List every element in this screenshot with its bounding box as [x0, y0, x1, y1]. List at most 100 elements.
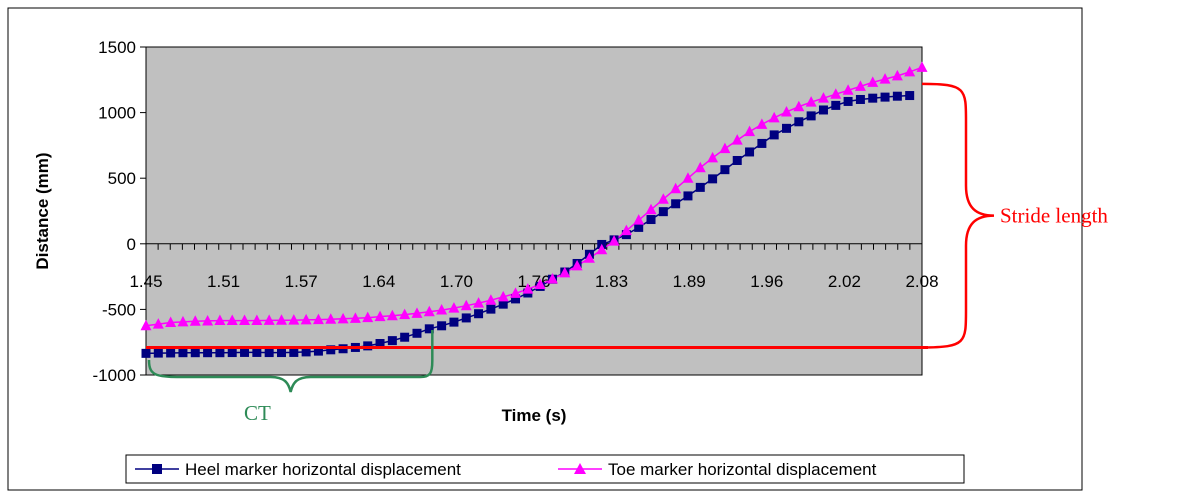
y-tick-label: -500: [102, 300, 136, 319]
heel-data-point: [424, 324, 434, 334]
series-markers: [140, 61, 928, 358]
legend-toe-marker: [574, 463, 586, 474]
toe-data-point: [916, 61, 928, 72]
toe-data-point: [583, 252, 595, 263]
heel-data-point: [178, 348, 188, 358]
toe-data-point: [325, 313, 337, 324]
heel-data-point: [437, 321, 447, 331]
toe-data-point: [189, 315, 201, 326]
heel-data-point: [658, 207, 668, 217]
toe-data-point: [608, 235, 620, 246]
toe-data-point: [830, 88, 842, 99]
y-tick-label: 1500: [98, 38, 136, 57]
x-tick-label: 1.89: [673, 272, 706, 291]
heel-data-point: [252, 347, 262, 357]
series-line-toe: [145, 66, 923, 327]
heel-data-point: [166, 348, 176, 358]
toe-data-point: [362, 311, 374, 323]
heel-data-point: [818, 105, 828, 115]
heel-data-point: [498, 299, 508, 309]
legend: Heel marker horizontal displacement Toe …: [125, 454, 965, 484]
toe-data-point: [891, 69, 903, 81]
heel-data-point: [153, 348, 163, 358]
toe-data-point: [596, 243, 608, 255]
toe-data-point: [879, 73, 891, 84]
heel-data-point: [720, 165, 730, 175]
toe-data-point: [657, 193, 669, 204]
heel-data-point: [400, 332, 410, 342]
x-axis: 1.45 1.51 1.57 1.64 1.70 1.76 1.83 1.89 1.96 2.02…: [129, 243, 939, 291]
heel-data-point: [461, 313, 471, 323]
y-tick-label: 0: [127, 235, 136, 254]
heel-data-point: [264, 348, 274, 358]
toe-data-point: [768, 111, 780, 123]
toe-data-point: [202, 314, 214, 326]
heel-data-point: [855, 94, 865, 104]
y-tick-label: 1000: [98, 104, 136, 123]
toe-data-point: [140, 319, 152, 331]
toe-data-point: [177, 315, 189, 327]
toe-data-point: [645, 203, 657, 215]
heel-data-point: [892, 91, 902, 101]
toe-data-point: [793, 100, 805, 112]
x-tick-label: 1.83: [595, 272, 628, 291]
toe-data-point: [854, 80, 866, 91]
toe-data-point: [817, 92, 829, 103]
toe-data-point: [473, 297, 485, 308]
x-tick-label: 1.57: [285, 272, 318, 291]
toe-data-point: [251, 314, 263, 326]
toe-data-point: [571, 259, 583, 271]
toe-data-point: [559, 266, 571, 278]
plot-area: [145, 46, 923, 376]
y-axis-title: Distance (mm): [33, 152, 52, 269]
legend-heel-label: Heel marker horizontal displacement: [185, 460, 461, 479]
stride-length-label: Stride length: [1000, 204, 1108, 228]
toe-data-point: [411, 307, 423, 318]
toe-data-point: [497, 290, 509, 302]
x-tick-label: 1.45: [129, 272, 162, 291]
x-tick-label: 2.02: [828, 272, 861, 291]
heel-data-point: [227, 348, 237, 358]
toe-data-point: [546, 272, 558, 284]
toe-data-point: [386, 309, 398, 321]
heel-data-point: [215, 348, 225, 358]
toe-data-point: [694, 161, 706, 173]
heel-data-point: [486, 304, 496, 314]
toe-data-point: [707, 151, 719, 163]
heel-data-point: [313, 346, 323, 356]
toe-data-point: [510, 287, 522, 298]
toe-data-point: [522, 283, 534, 294]
heel-data-point: [276, 348, 286, 358]
toe-data-point: [620, 224, 632, 236]
toe-data-point: [448, 302, 460, 313]
toe-data-point: [423, 305, 435, 317]
heel-data-point: [671, 199, 681, 209]
heel-data-point: [375, 339, 385, 349]
ct-label: CT: [244, 401, 271, 425]
heel-data-point: [289, 347, 299, 357]
toe-data-point: [374, 310, 386, 322]
legend-box: [125, 454, 965, 484]
x-tick-label: 1.70: [440, 272, 473, 291]
heel-data-point: [412, 328, 422, 338]
toe-data-point: [670, 182, 682, 194]
toe-data-point: [337, 312, 349, 324]
toe-data-point: [904, 65, 916, 77]
x-tick-label: 2.08: [905, 272, 938, 291]
stride-brace: [921, 82, 995, 349]
toe-data-point: [731, 134, 743, 145]
heel-data-point: [634, 222, 644, 232]
toe-data-point: [719, 142, 731, 154]
heel-data-point: [794, 117, 804, 127]
toe-data-point: [633, 214, 645, 225]
heel-data-point: [868, 93, 878, 103]
toe-data-point: [805, 96, 817, 107]
heel-data-point: [831, 100, 841, 110]
x-tick-label: 1.64: [362, 272, 395, 291]
x-axis-title: Time (s): [502, 406, 567, 425]
toe-data-point: [399, 308, 411, 320]
heel-data-point: [843, 96, 853, 106]
toe-data-point: [214, 314, 226, 326]
heel-data-point: [806, 111, 816, 121]
